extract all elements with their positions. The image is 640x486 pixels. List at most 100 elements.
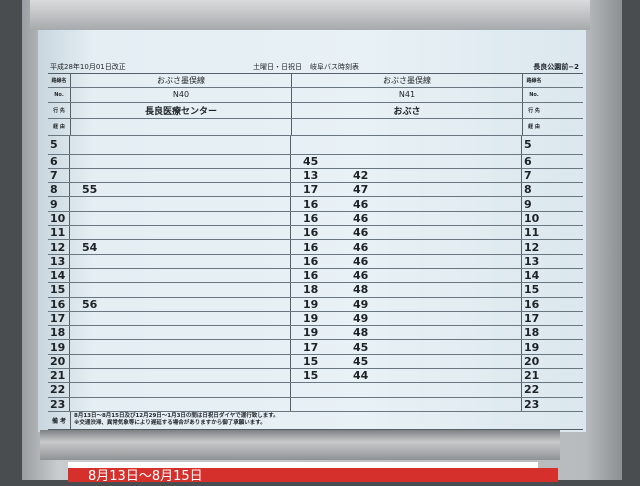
hour-row: 14 16 46 14: [48, 268, 583, 284]
left-departures: [70, 354, 291, 369]
right-departures: 15 44: [291, 369, 521, 382]
right-departures: 15 45: [291, 355, 521, 368]
right-departures: 19 49: [291, 312, 521, 325]
timetable: 平成28年10月01日改正 土曜日・日祝日 岐阜バス時刻表 長良公園前−2 路線…: [48, 60, 583, 430]
departure-minute: 55: [82, 183, 98, 197]
departure-minute: 48: [353, 326, 369, 340]
left-departures: [70, 383, 291, 397]
dest-label-right: 行 先: [522, 102, 545, 118]
left-departures: [70, 326, 291, 340]
hour-row: 12 54 16 46 12: [48, 240, 583, 255]
hour-label: 8: [48, 183, 70, 197]
departure-minute: 19: [303, 326, 319, 340]
hour-label-right: 23: [521, 397, 543, 411]
timetable-panel: [38, 30, 586, 432]
hour-label: 22: [48, 383, 70, 397]
hour-row: 22 22: [48, 383, 583, 398]
stop-name: 長良公園前−2: [533, 63, 579, 71]
hour-label-right: 13: [521, 254, 543, 268]
departure-minute: 46: [353, 269, 369, 283]
hour-row: 7 13 42 7: [48, 168, 583, 184]
hour-label: 21: [48, 369, 70, 383]
left-departures: 56: [70, 297, 291, 311]
departure-minute: 46: [353, 240, 369, 254]
hour-label: 5: [48, 135, 70, 154]
notice-sign: 8月13日〜8月15日: [68, 462, 558, 484]
timetable-title: 岐阜バス時刻表: [310, 63, 359, 71]
departure-minute: 16: [303, 269, 319, 283]
left-departures: [70, 268, 291, 283]
no-label: No.: [48, 88, 71, 102]
departure-minute: 19: [303, 312, 319, 325]
hour-label: 23: [48, 397, 70, 411]
departure-minute: 13: [303, 169, 319, 183]
right-departures: [291, 383, 521, 396]
note-line: 8月13日〜8月15日及び12月29日〜1月3日の間は日祝日ダイヤで運行致します…: [74, 412, 279, 419]
hour-row: 23 23: [48, 397, 583, 412]
right-route: おぶさ墨俣線: [383, 76, 431, 86]
left-dest: 長良医療センター: [71, 102, 292, 118]
hour-row: 9 16 46 9: [48, 197, 583, 212]
hour-row: 15 18 48 15: [48, 283, 583, 298]
hour-label: 11: [48, 226, 70, 240]
departure-minute: 45: [353, 340, 369, 354]
right-departures: [291, 136, 521, 154]
hour-row: 21 15 44 21: [48, 369, 583, 384]
hour-label-right: 6: [521, 154, 543, 168]
notes: 8月13日〜8月15日及び12月29日〜1月3日の間は日祝日ダイヤで運行致します…: [71, 412, 279, 429]
departure-minute: 54: [82, 240, 98, 254]
left-departures: [70, 135, 291, 154]
left-departures: [70, 397, 291, 411]
hour-label-right: 15: [521, 283, 543, 297]
left-route: おぶさ墨俣線: [71, 74, 292, 88]
departure-minute: 18: [303, 283, 319, 297]
departure-minute: 16: [303, 254, 319, 268]
hour-label-right: 10: [521, 211, 543, 226]
no-row: No. N40 N41 No.: [48, 88, 583, 103]
timetable-grid: 路線名 おぶさ墨俣線 おぶさ墨俣線 路線名 No. N40 N41 No. 行 …: [48, 74, 583, 430]
via-label-right: 経 由: [522, 118, 545, 135]
route-label: 路線名: [48, 74, 71, 88]
departure-minute: 56: [82, 297, 98, 311]
left-departures: [70, 283, 291, 297]
hour-label: 9: [48, 197, 70, 211]
hour-row: 18 19 48 18: [48, 326, 583, 341]
hour-label-right: 18: [521, 326, 543, 340]
left-departures: [70, 311, 291, 326]
note-label: 備 考: [48, 411, 71, 429]
hour-label: 7: [48, 168, 70, 183]
hour-label: 15: [48, 283, 70, 297]
hour-label: 10: [48, 211, 70, 226]
departure-minute: 47: [353, 183, 369, 197]
departure-minute: 19: [303, 297, 319, 311]
left-departures: [70, 254, 291, 268]
departure-minute: 46: [353, 254, 369, 268]
left-departures: [70, 211, 291, 226]
departure-minute: 45: [353, 354, 369, 368]
hour-row: 19 17 45 19: [48, 340, 583, 355]
hour-label: 12: [48, 240, 70, 254]
departure-minute: 46: [353, 211, 369, 225]
departure-minute: 48: [353, 283, 369, 297]
right-departures: 13 42: [291, 169, 521, 182]
departure-minute: 49: [353, 312, 369, 325]
departure-minute: 46: [353, 226, 369, 240]
right-departures: 17 45: [291, 340, 521, 354]
dest-label: 行 先: [48, 102, 71, 118]
hour-row: 8 55 17 47 8: [48, 183, 583, 198]
right-departures: 17 47: [291, 183, 521, 196]
notes-row: 備 考 8月13日〜8月15日及び12月29日〜1月3日の間は日祝日ダイヤで運行…: [48, 411, 583, 430]
departure-minute: 44: [353, 369, 369, 383]
right-departures: 16 46: [291, 212, 521, 225]
hour-label: 19: [48, 340, 70, 354]
hour-row: 17 19 49 17: [48, 311, 583, 327]
departure-minute: 16: [303, 240, 319, 254]
frame-top-rail: [30, 0, 590, 30]
hour-label: 14: [48, 268, 70, 283]
hour-label: 18: [48, 326, 70, 340]
departure-minute: 45: [303, 154, 319, 168]
hour-label-right: 21: [521, 369, 543, 383]
note-line: ※交通渋滞、異常気象等により遅延する場合がありますから御了承願います。: [74, 419, 266, 426]
left-departures: [70, 340, 291, 354]
